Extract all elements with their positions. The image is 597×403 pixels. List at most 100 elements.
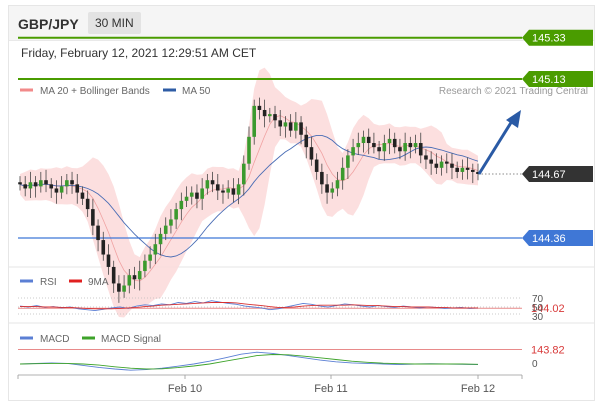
- candle-body: [413, 143, 418, 148]
- candle-body: [143, 260, 147, 272]
- candle-body: [153, 244, 158, 255]
- candle-body: [398, 147, 402, 152]
- candle-body: [122, 285, 126, 292]
- candle-body: [127, 275, 132, 286]
- candle-body: [221, 190, 225, 193]
- candle-body: [33, 182, 38, 187]
- candle-body: [418, 143, 423, 156]
- candle-body: [75, 184, 80, 193]
- candle-body: [195, 192, 199, 199]
- candle-body: [39, 180, 43, 187]
- rsi-line: [19, 300, 479, 312]
- pivot-price-label: 144.36: [532, 233, 566, 245]
- candle-body: [215, 184, 220, 191]
- support-price-label: 143.82: [531, 345, 565, 357]
- macd-signal-legend-swatch: [82, 336, 95, 340]
- macd-line: [19, 351, 479, 371]
- candle-body: [268, 114, 272, 117]
- candle-body: [59, 186, 64, 193]
- candle-body: [346, 155, 350, 168]
- support-price-label: 144.02: [531, 303, 565, 315]
- candle-body: [470, 169, 475, 172]
- candle-body: [111, 266, 116, 284]
- candle-body: [169, 219, 173, 226]
- candle-body: [65, 180, 69, 187]
- current-price-label: 144.67: [532, 169, 566, 181]
- candle-body: [288, 122, 293, 131]
- candle-body: [465, 167, 470, 170]
- rsi-tick-70: 70: [532, 294, 544, 305]
- pivot-tag: [522, 230, 593, 247]
- current-tag: [522, 166, 593, 182]
- candle-body: [158, 233, 163, 245]
- candle-body: [273, 114, 277, 121]
- macd-signal-line: [19, 354, 479, 370]
- x-tick-feb12: Feb 12: [461, 383, 495, 395]
- rsi-legend-label: RSI: [40, 277, 57, 288]
- symbol-title: GBP/JPY: [18, 16, 79, 32]
- candle-body: [101, 240, 106, 255]
- ma50-legend-swatch: [163, 88, 176, 92]
- candle-body: [179, 200, 184, 210]
- candle-body: [189, 192, 194, 197]
- candle-body: [294, 122, 298, 131]
- candle-body: [137, 271, 142, 280]
- candle-body: [80, 192, 85, 199]
- rsi-ma-legend-label: 9MA: [88, 277, 109, 288]
- candle-body: [450, 163, 454, 168]
- rsi-tick-50: 50: [532, 303, 544, 314]
- candle-body: [283, 122, 288, 127]
- rsi-tick-30: 30: [532, 312, 544, 323]
- resistance-price-label: 145.13: [532, 74, 566, 86]
- macd-tick-0: 0: [532, 359, 538, 370]
- candle-body: [392, 138, 397, 148]
- bollinger-middle-line: [19, 115, 479, 282]
- candle-body: [278, 120, 283, 127]
- candle-body: [299, 122, 303, 135]
- bollinger-legend-swatch: [20, 88, 33, 92]
- bollinger-legend-label: MA 20 + Bollinger Bands: [40, 86, 150, 97]
- candle-body: [49, 184, 54, 189]
- candle-body: [429, 159, 433, 164]
- candle-body: [28, 182, 33, 189]
- candle-body: [44, 180, 48, 185]
- candle-body: [231, 188, 236, 195]
- candle-body: [210, 180, 215, 185]
- candle-body: [184, 196, 189, 201]
- candle-body: [18, 182, 22, 185]
- candle-body: [356, 143, 361, 148]
- candle-body: [236, 184, 241, 195]
- candle-body: [408, 143, 413, 148]
- price-level-tags: 145.33 145.13 144.67 144.36 144.02 143.82: [522, 29, 593, 357]
- candle-body: [262, 109, 267, 117]
- candle-body: [444, 161, 449, 164]
- rsi-ma-legend-swatch: [69, 279, 82, 283]
- x-tick-feb10: Feb 10: [168, 383, 202, 395]
- research-credit: Research © 2021 Trading Central: [439, 86, 588, 97]
- candle-body: [205, 180, 210, 189]
- candle-body: [439, 161, 444, 168]
- rsi-legend-swatch: [20, 279, 33, 283]
- x-tick-feb11: Feb 11: [314, 383, 347, 395]
- candle-body: [85, 198, 90, 210]
- candle-body: [309, 147, 314, 160]
- candle-body: [377, 147, 381, 152]
- candle-body: [70, 180, 74, 185]
- candle-body: [148, 254, 152, 261]
- candle-body: [226, 188, 230, 193]
- candlestick-series: [18, 97, 480, 303]
- timeframe-badge[interactable]: 30 MIN: [88, 12, 141, 34]
- candle-body: [366, 136, 371, 144]
- candle-body: [247, 136, 251, 164]
- candle-body: [257, 105, 262, 110]
- candle-body: [96, 225, 100, 241]
- forecast-arrow: [477, 120, 514, 175]
- candle-body: [434, 163, 439, 168]
- candle-body: [117, 283, 121, 292]
- resistance-tag: [522, 29, 593, 46]
- chart-header: GBP/JPY 30 MIN: [9, 6, 594, 41]
- timestamp: Friday, February 12, 2021 12:29:51 AM CE…: [21, 46, 257, 60]
- candle-body: [304, 134, 309, 148]
- resistance-tag: [522, 71, 593, 88]
